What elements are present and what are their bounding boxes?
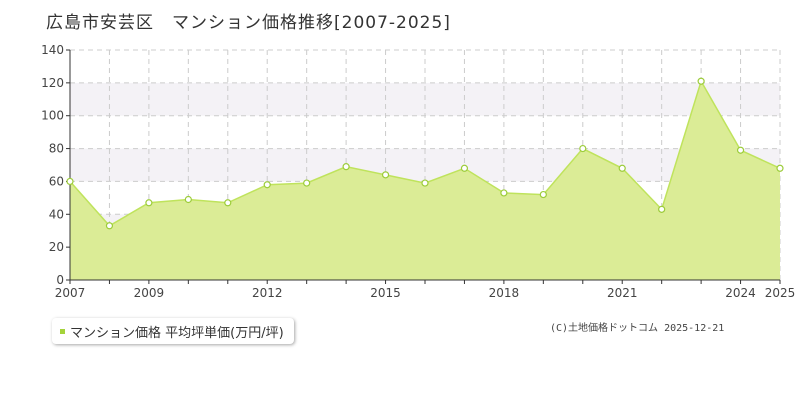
legend: マンション価格 平均坪単価(万円/坪) [52,318,294,344]
data-point [618,164,626,172]
data-point [579,144,587,153]
data-point [697,77,705,85]
x-tick-label: 2024 [725,286,756,300]
y-tick-label: 120 [41,76,64,90]
x-tick-label: 2012 [252,286,283,300]
y-tick-label: 20 [49,240,64,254]
x-tick-label: 2007 [55,286,86,300]
data-point [145,199,153,207]
data-point [184,195,192,204]
y-tick-label: 100 [41,109,64,123]
y-tick-label: 60 [49,174,64,188]
x-tick-label: 2021 [607,286,638,300]
data-point [342,163,350,171]
x-tick-label: 2015 [370,286,401,300]
y-tick-labels: 0 20 40 60 80 100 120 140 [41,43,64,287]
data-point [776,164,784,172]
legend-swatch [60,328,65,334]
chart-title: 広島市安芸区 マンション価格推移[2007-2025] [46,13,451,33]
y-tick-label: 40 [49,207,64,221]
data-point [381,171,390,179]
data-point [736,146,745,154]
data-markers [66,77,784,230]
y-tick-label: 80 [49,142,64,156]
data-point [658,205,666,213]
x-tick-label: 2018 [489,286,520,300]
y-tick-label: 140 [41,43,64,57]
x-tick-label: 2009 [134,286,165,300]
data-point [263,181,271,189]
data-point [105,222,114,230]
plot-band [70,148,780,182]
data-point [500,189,508,197]
data-point [421,179,429,187]
legend-label: マンション価格 平均坪単価(万円/坪) [70,325,284,341]
data-point [303,179,311,187]
data-point [460,164,469,172]
data-point [539,190,547,199]
y-tick-label: 0 [56,273,64,287]
x-tick-labels: 2007 2009 2012 2015 2018 2021 2024 2025 [55,286,796,300]
area-fill [70,81,780,280]
data-point [224,199,232,207]
copyright-credit: (C)土地価格ドットコム 2025-12-21 [550,323,725,334]
data-point [66,177,74,186]
x-tick-label: 2025 [765,286,796,300]
